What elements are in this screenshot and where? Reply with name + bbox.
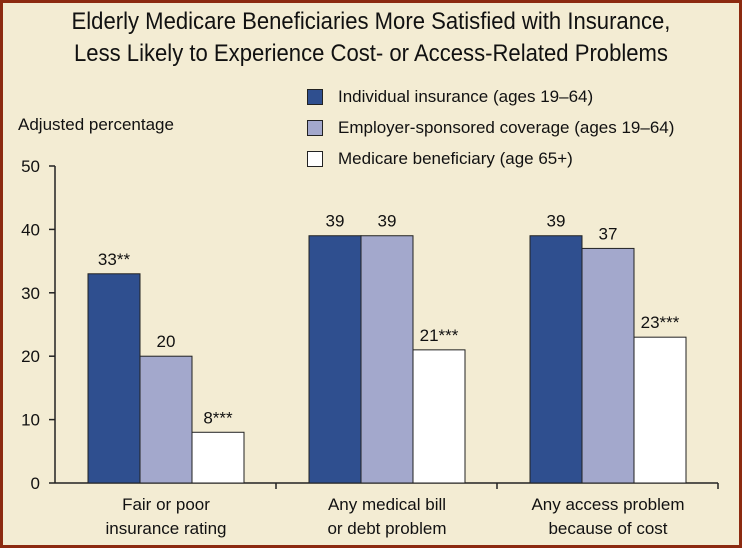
title-line-1: Elderly Medicare Beneficiaries More Sati…: [71, 8, 671, 35]
legend-label-medicare: Medicare beneficiary (age 65+): [338, 149, 573, 168]
legend-label-employer: Employer-sponsored coverage (ages 19–64): [338, 118, 675, 137]
legend-swatch-individual: [307, 89, 323, 105]
bar-label-1-0: 39: [326, 212, 345, 231]
bar-1-2: [412, 349, 466, 484]
bar-0-2: [191, 431, 245, 484]
title-line-2: Less Likely to Experience Cost- or Acces…: [74, 40, 668, 67]
legend-swatch-employer: [307, 120, 323, 136]
bar-2-2: [633, 336, 687, 484]
bar-label-0-2: 8***: [203, 408, 233, 427]
y-tick-label-5: 50: [21, 157, 40, 176]
bar-0-0: [87, 273, 141, 484]
bar-label-0-0: 33**: [98, 250, 131, 269]
x-category-label-0-0: Fair or poor: [122, 495, 210, 514]
x-category-label-2-0: Any access problem: [531, 495, 684, 514]
bar-label-1-1: 39: [378, 212, 397, 231]
x-category-label-2-1: because of cost: [548, 519, 667, 538]
y-tick-label-1: 10: [21, 411, 40, 430]
bar-1-0: [308, 235, 362, 484]
bar-label-0-1: 20: [157, 332, 176, 351]
bar-0-1: [139, 355, 193, 484]
bar-2-0: [529, 235, 583, 484]
legend-swatch-medicare: [307, 151, 323, 167]
bar-label-2-2: 23***: [641, 313, 680, 332]
x-category-label-1-0: Any medical bill: [328, 495, 446, 514]
bar-1-1: [360, 235, 414, 484]
legend-label-individual: Individual insurance (ages 19–64): [338, 87, 594, 106]
bar-label-2-0: 39: [547, 212, 566, 231]
x-category-label-0-1: insurance rating: [106, 519, 227, 538]
y-axis-label: Adjusted percentage: [18, 115, 174, 134]
y-tick-label-3: 30: [21, 284, 40, 303]
y-tick-label-4: 40: [21, 220, 40, 239]
bar-label-2-1: 37: [599, 224, 618, 243]
bar-2-1: [581, 247, 635, 484]
bar-label-1-2: 21***: [420, 326, 459, 345]
y-tick-label-0: 0: [31, 474, 40, 493]
x-category-label-1-1: or debt problem: [327, 519, 446, 538]
chart-title: Elderly Medicare Beneficiaries More Sati…: [30, 6, 713, 70]
y-tick-label-2: 20: [21, 347, 40, 366]
